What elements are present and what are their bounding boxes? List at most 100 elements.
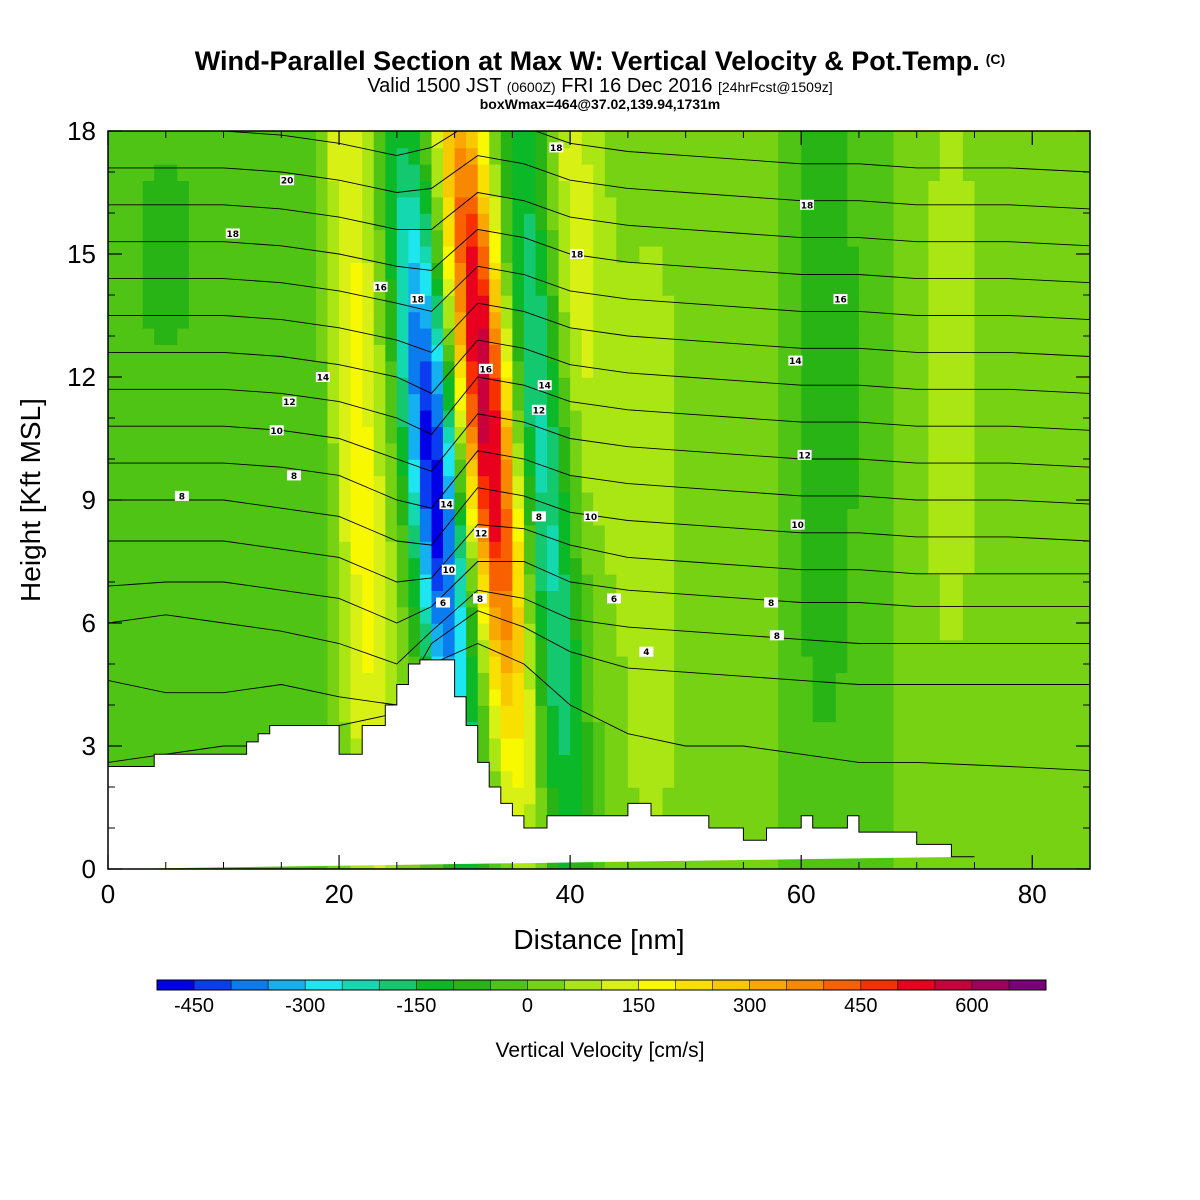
w-cell xyxy=(1020,557,1034,575)
w-cell xyxy=(477,541,491,559)
w-cell xyxy=(200,672,213,690)
w-cell xyxy=(154,327,167,345)
w-cell xyxy=(131,475,144,493)
w-cell xyxy=(408,524,421,542)
w-cell xyxy=(962,672,976,690)
w-cell xyxy=(731,803,745,821)
w-cell xyxy=(616,360,629,378)
w-cell xyxy=(454,606,467,624)
w-cell xyxy=(974,131,987,149)
w-cell xyxy=(766,360,779,378)
w-cell xyxy=(431,409,444,427)
w-cell xyxy=(131,262,144,280)
isentrope-line xyxy=(108,192,1090,247)
w-cell xyxy=(824,623,837,641)
w-cell xyxy=(627,442,641,460)
w-cell xyxy=(454,245,467,263)
w-cell xyxy=(974,163,987,181)
w-cell xyxy=(801,147,814,165)
w-cell xyxy=(385,344,398,362)
colorbar-segment xyxy=(638,980,676,990)
w-cell xyxy=(512,393,525,411)
w-cell xyxy=(443,163,456,181)
w-cell xyxy=(858,541,872,559)
w-cell xyxy=(223,508,236,526)
w-cell xyxy=(662,426,675,444)
y-axis-label: Height [Kft MSL] xyxy=(15,398,46,602)
w-cell xyxy=(373,459,387,477)
w-cell xyxy=(131,573,144,591)
w-cell xyxy=(373,426,387,444)
w-cell xyxy=(316,409,329,427)
w-cell xyxy=(408,623,421,641)
w-cell xyxy=(292,409,306,427)
w-cell xyxy=(547,245,560,263)
w-cell xyxy=(1043,688,1057,706)
w-cell xyxy=(674,688,687,706)
w-cell xyxy=(316,475,329,493)
w-cell xyxy=(627,491,641,509)
w-cell xyxy=(327,377,340,395)
w-cell xyxy=(835,770,849,788)
w-cell xyxy=(454,360,467,378)
w-cell xyxy=(1066,672,1080,690)
w-cell xyxy=(408,590,421,608)
w-cell xyxy=(431,163,444,181)
w-cell xyxy=(454,377,467,395)
w-cell xyxy=(1043,213,1057,231)
w-cell xyxy=(142,180,156,198)
w-cell xyxy=(916,573,930,591)
w-cell xyxy=(408,606,421,624)
y-tick-label: 0 xyxy=(82,854,96,884)
w-cell xyxy=(350,311,363,329)
w-cell xyxy=(119,327,132,345)
w-cell xyxy=(419,573,433,591)
w-cell xyxy=(951,655,964,673)
w-cell xyxy=(489,573,502,591)
w-cell xyxy=(1078,623,1090,641)
w-cell xyxy=(801,344,814,362)
w-cell xyxy=(766,639,779,657)
w-cell xyxy=(986,131,999,149)
w-cell xyxy=(165,295,179,313)
w-cell xyxy=(396,344,410,362)
w-cell xyxy=(292,426,306,444)
w-cell xyxy=(882,442,895,460)
w-cell xyxy=(142,541,156,559)
w-cell xyxy=(431,541,444,559)
w-cell xyxy=(593,672,606,690)
w-cell xyxy=(674,655,687,673)
w-cell xyxy=(674,639,687,657)
w-cell xyxy=(512,213,525,231)
w-cell xyxy=(350,131,363,149)
w-cell xyxy=(766,295,779,313)
w-cell xyxy=(1009,426,1022,444)
w-cell xyxy=(119,573,132,591)
w-cell xyxy=(1055,573,1068,591)
w-cell xyxy=(212,442,225,460)
w-cell xyxy=(454,262,467,280)
w-cell xyxy=(997,311,1010,329)
w-cell xyxy=(119,688,132,706)
w-cell xyxy=(154,557,167,575)
w-cell xyxy=(581,672,595,690)
w-cell xyxy=(1020,524,1034,542)
w-cell xyxy=(778,180,791,198)
w-cell xyxy=(1032,278,1045,296)
contour-label-text: 14 xyxy=(317,374,330,384)
w-cell xyxy=(142,737,156,755)
w-cell xyxy=(385,508,398,526)
w-cell xyxy=(1009,590,1022,608)
w-cell xyxy=(789,393,802,411)
w-cell xyxy=(593,606,606,624)
w-cell xyxy=(882,360,895,378)
w-cell xyxy=(223,721,236,739)
w-cell xyxy=(177,147,190,165)
w-cell xyxy=(1078,377,1090,395)
w-cell xyxy=(339,393,352,411)
w-cell xyxy=(1055,327,1068,345)
w-cell xyxy=(685,491,698,509)
w-cell xyxy=(835,459,849,477)
w-cell xyxy=(512,508,525,526)
